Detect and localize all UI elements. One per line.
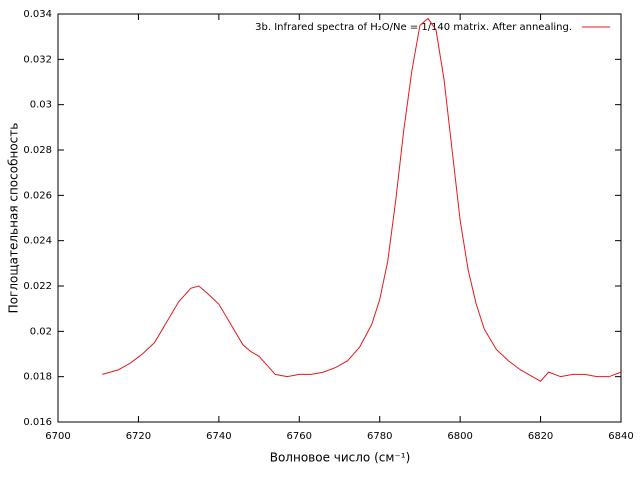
x-axis-label: Волновое число (см⁻¹) — [270, 451, 411, 465]
y-tick-label: 0.016 — [23, 417, 52, 428]
x-tick-label: 6820 — [528, 431, 553, 442]
y-tick-label: 0.028 — [23, 145, 52, 156]
x-tick-label: 6720 — [126, 431, 151, 442]
x-tick-label: 6700 — [45, 431, 70, 442]
line-series — [102, 17, 622, 382]
y-tick-label: 0.018 — [23, 372, 52, 383]
x-tick-label: 6740 — [206, 431, 231, 442]
x-tick-label: 6760 — [287, 431, 312, 442]
y-tick-label: 0.03 — [30, 100, 52, 111]
x-tick-label: 6780 — [367, 431, 392, 442]
legend-label: 3b. Infrared spectra of H₂O/Ne = 1/140 m… — [255, 22, 572, 33]
x-tick-label: 6800 — [447, 431, 472, 442]
y-tick-label: 0.026 — [23, 190, 52, 201]
y-tick-label: 0.024 — [23, 236, 52, 247]
y-tick-label: 0.032 — [23, 54, 52, 65]
plot-frame — [57, 13, 622, 423]
y-tick-label: 0.022 — [23, 281, 52, 292]
y-tick-label: 0.034 — [23, 9, 52, 20]
y-tick-label: 0.02 — [30, 326, 52, 337]
y-axis-label: Поглощательная способность — [7, 123, 21, 314]
x-tick-label: 6840 — [608, 431, 633, 442]
